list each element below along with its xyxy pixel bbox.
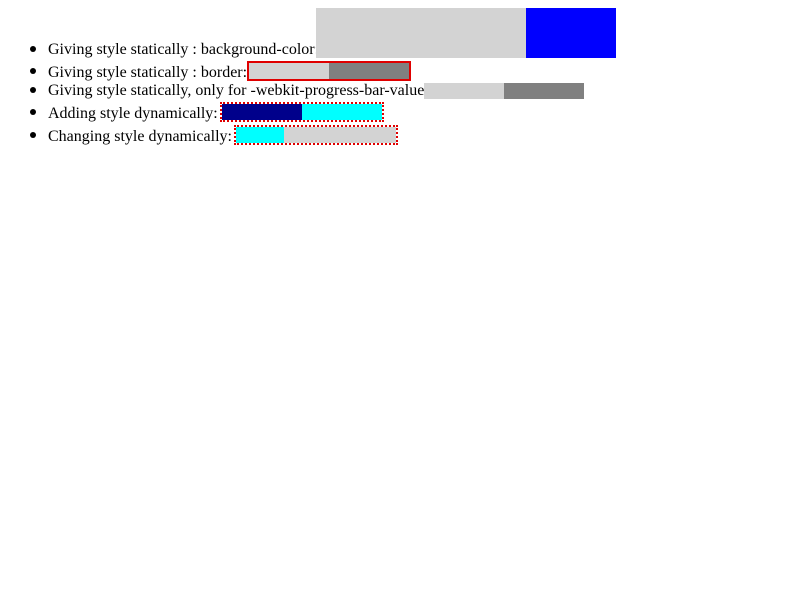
item-label: Giving style statically, only for -webki… bbox=[48, 82, 429, 99]
progress-track bbox=[504, 83, 584, 99]
progress-track bbox=[302, 104, 382, 120]
list-item: Giving style statically, only for -webki… bbox=[30, 81, 800, 99]
progress-value bbox=[236, 127, 284, 143]
bullet-icon bbox=[30, 109, 36, 115]
progress-bar-added-dynamic bbox=[220, 102, 384, 122]
progress-bar-border bbox=[247, 61, 411, 81]
progress-bar-background-color bbox=[316, 8, 616, 58]
progress-bar-changed-dynamic bbox=[234, 125, 398, 145]
list-item: Adding style dynamically: bbox=[30, 99, 800, 122]
list-item: Changing style dynamically: bbox=[30, 122, 800, 145]
progress-value bbox=[222, 104, 302, 120]
list-item: Giving style statically : background-col… bbox=[30, 8, 800, 58]
list-item: Giving style statically : border: bbox=[30, 58, 800, 81]
progress-value bbox=[316, 8, 526, 58]
bullet-icon bbox=[30, 46, 36, 52]
item-label: Giving style statically : background-col… bbox=[48, 41, 320, 58]
item-label: Changing style dynamically: bbox=[48, 128, 232, 145]
bullet-icon bbox=[30, 132, 36, 138]
progress-bar-value-only bbox=[424, 83, 584, 99]
progress-track bbox=[329, 63, 409, 79]
item-label: Adding style dynamically: bbox=[48, 105, 218, 122]
progress-value bbox=[249, 63, 329, 79]
item-label: Giving style statically : border: bbox=[48, 64, 248, 81]
bullet-icon bbox=[30, 87, 36, 93]
progress-value bbox=[424, 83, 504, 99]
progress-track bbox=[526, 8, 616, 58]
progress-track bbox=[284, 127, 396, 143]
progress-style-list: Giving style statically : background-col… bbox=[0, 0, 800, 145]
bullet-icon bbox=[30, 68, 36, 74]
